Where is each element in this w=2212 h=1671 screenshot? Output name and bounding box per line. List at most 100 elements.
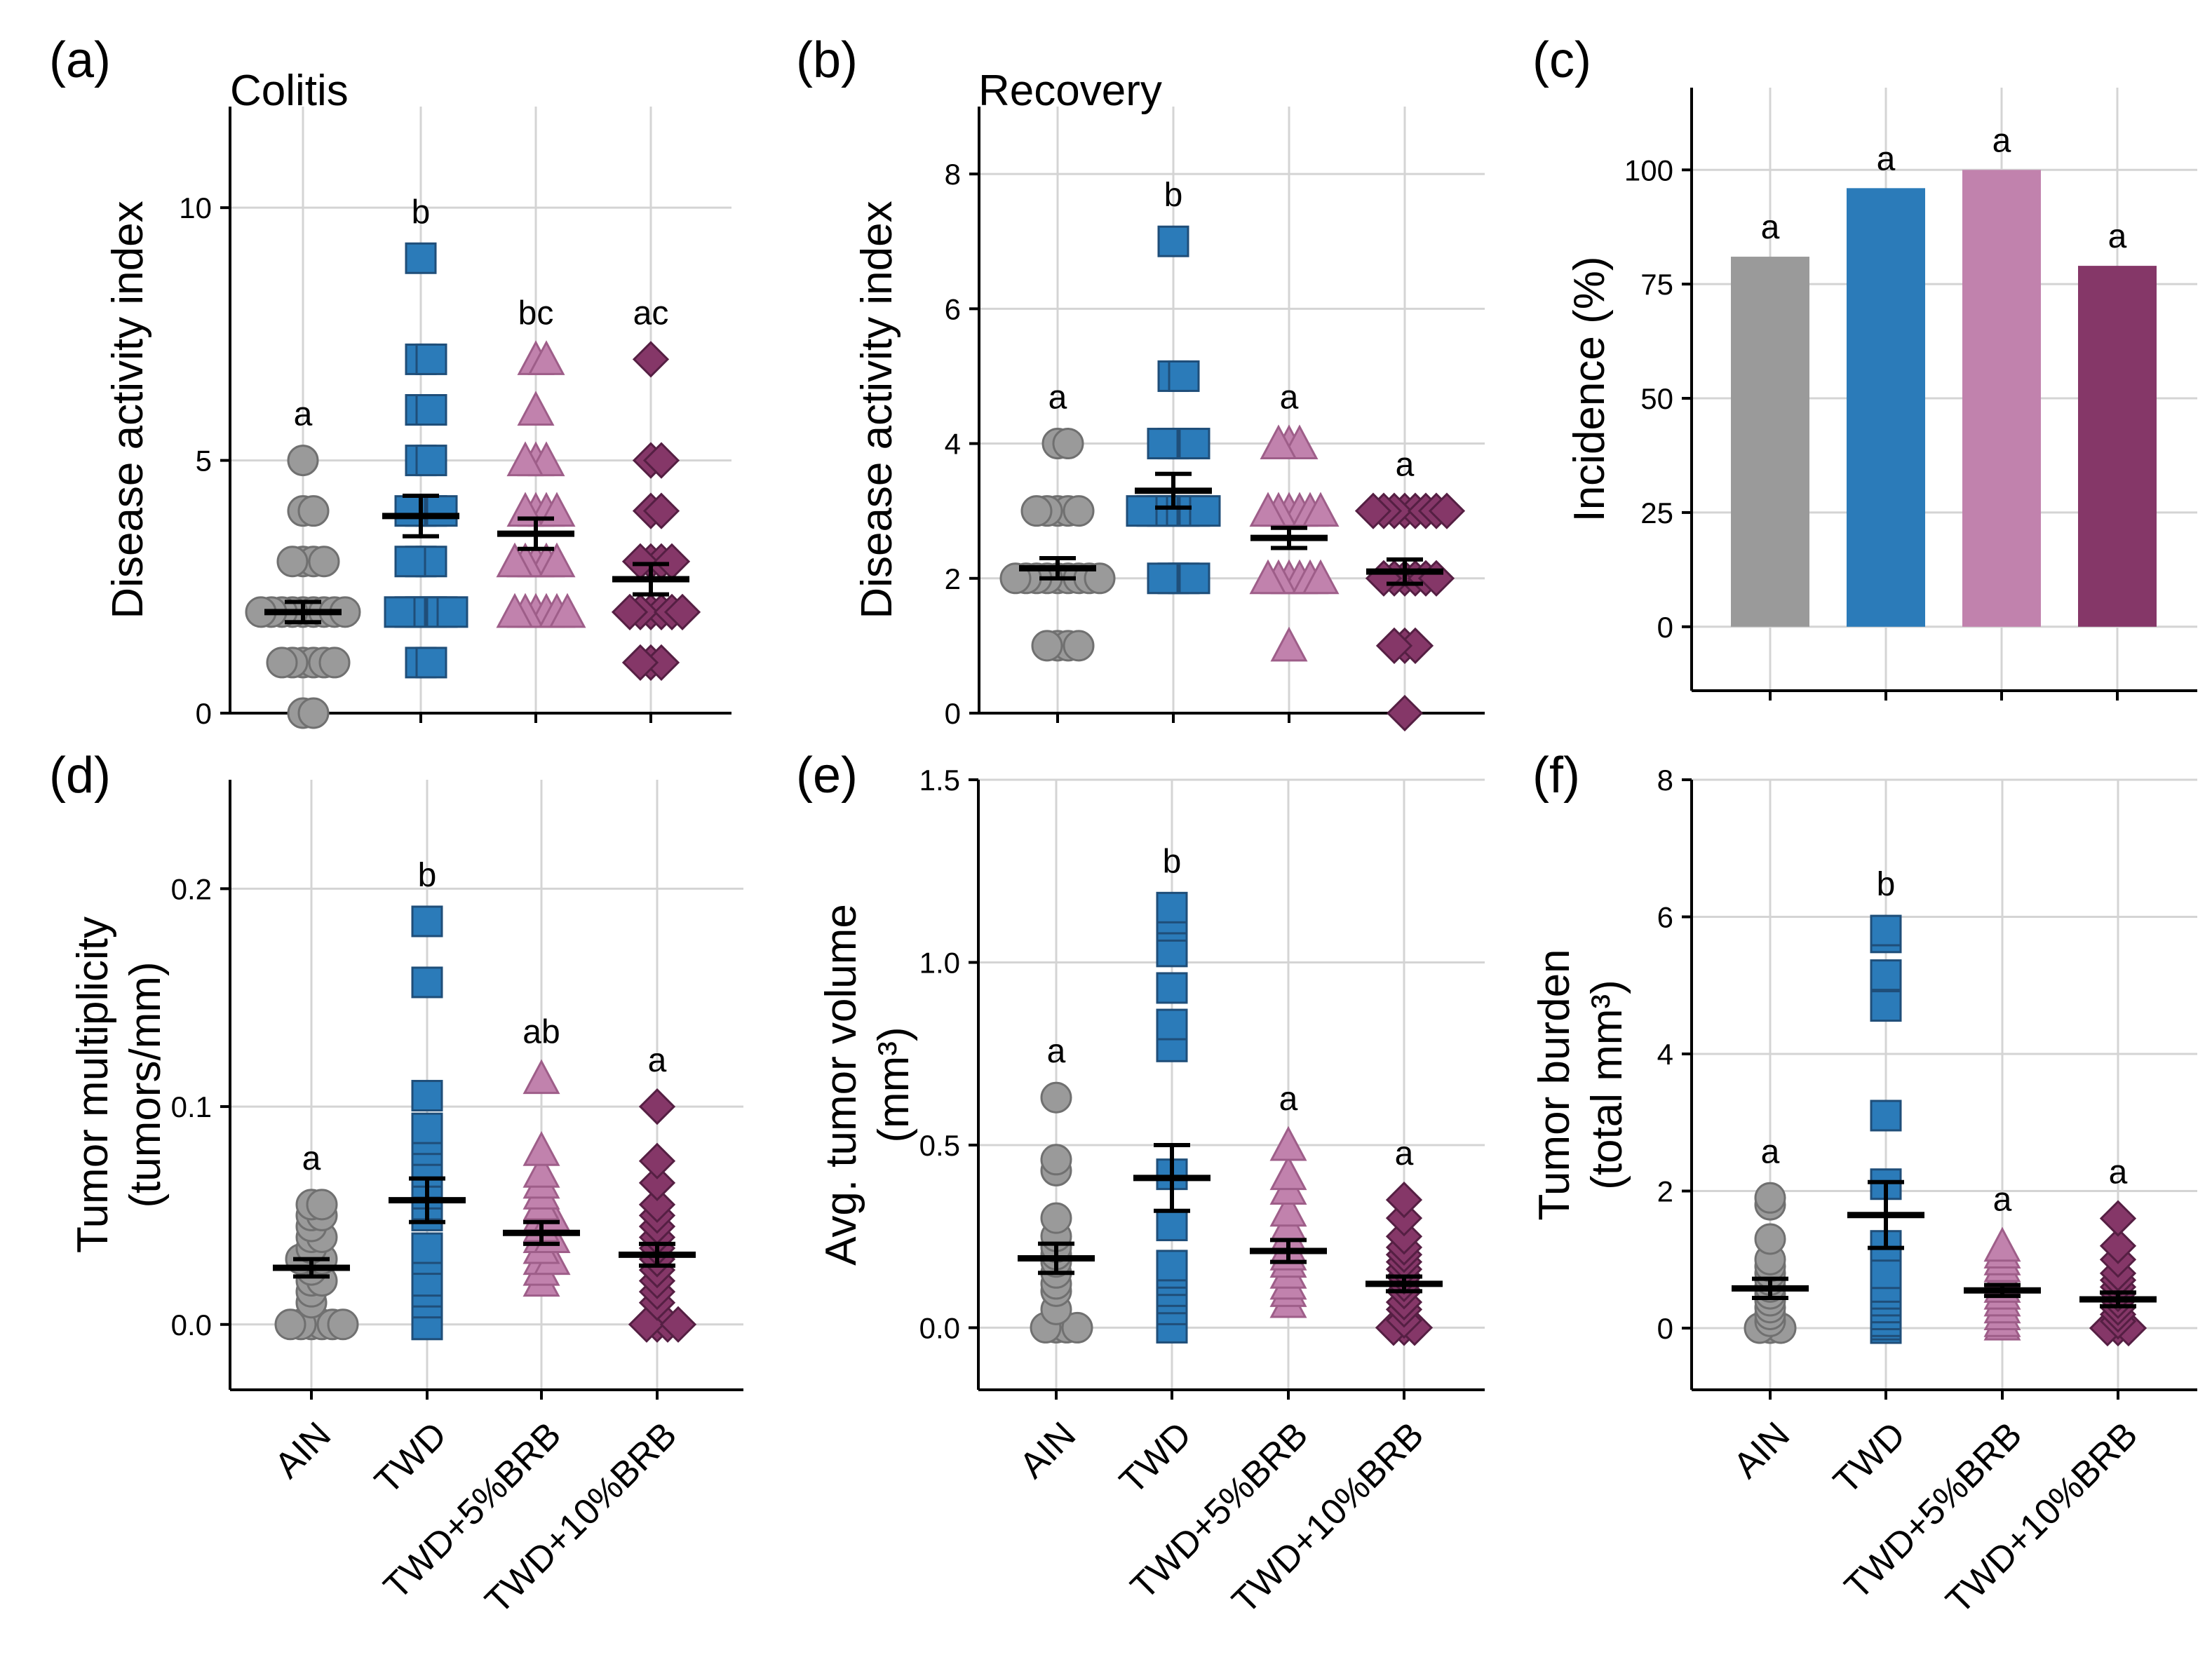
point-twd5: [1269, 1155, 1307, 1191]
point-twd: [1178, 428, 1210, 460]
x-tick-label: TWD: [1826, 1414, 1913, 1502]
point-twd5: [1302, 492, 1340, 527]
point-twd: [405, 242, 437, 274]
significance-label: b: [412, 194, 431, 231]
y-tick-label: 50: [1640, 382, 1673, 415]
point-ain: [306, 1189, 338, 1221]
y-tick-label: 2: [1657, 1175, 1673, 1208]
point-ain: [1754, 1223, 1786, 1255]
point-twd: [384, 596, 416, 628]
y-tick-label: 5: [196, 445, 212, 478]
point-twd10: [1386, 694, 1424, 732]
significance-label: a: [1992, 122, 2011, 159]
point-twd: [1156, 1210, 1188, 1242]
point-twd5: [527, 340, 565, 375]
y-tick-label: 1.5: [919, 764, 960, 797]
y-tick-label: 0: [196, 697, 212, 730]
y-tick-label: 4: [1657, 1038, 1673, 1071]
point-twd: [1870, 1100, 1902, 1132]
point-twd: [426, 495, 458, 527]
point-twd5: [506, 441, 544, 477]
point-twd: [1157, 225, 1189, 257]
point-ain: [1031, 630, 1063, 662]
y-tick-label: 0.1: [171, 1090, 212, 1123]
point-twd: [1870, 914, 1902, 947]
significance-label: b: [1877, 866, 1896, 903]
panel-label: (c): [1532, 32, 1591, 88]
point-ain: [1063, 630, 1095, 662]
bar-ain: [1731, 257, 1809, 627]
y-tick-label: 75: [1640, 268, 1673, 301]
panel-a: 0 5 10 Disease activity index (a) Colitis a b bc…: [49, 32, 731, 730]
point-twd: [415, 394, 447, 426]
point-twd5: [548, 593, 586, 628]
point-twd5: [1249, 492, 1287, 527]
point-twd: [415, 445, 447, 477]
point-twd10: [1385, 1181, 1423, 1219]
point-twd10: [1354, 492, 1392, 529]
point-twd10: [1428, 492, 1466, 529]
point-ain: [266, 647, 298, 679]
y-tick-label: 6: [1657, 901, 1673, 934]
panel-label: (e): [796, 747, 858, 804]
point-twd5: [1269, 1191, 1307, 1227]
y-tick-label: 4: [945, 428, 961, 461]
point-ain: [1040, 1202, 1072, 1234]
point-twd5: [496, 593, 534, 628]
point-twd10: [638, 1088, 676, 1125]
y-tick-label: 100: [1624, 154, 1673, 187]
y-tick-label: 0.0: [919, 1311, 960, 1344]
point-twd: [411, 1112, 443, 1144]
point-twd10: [632, 341, 670, 378]
point-twd10: [1375, 627, 1413, 665]
point-ain: [327, 1308, 359, 1341]
significance-label: a: [2109, 1154, 2128, 1191]
y-tick-label: 0: [1657, 1312, 1673, 1345]
y-tick-label: 6: [945, 292, 961, 325]
point-twd: [436, 596, 468, 628]
point-twd5: [538, 542, 576, 578]
point-twd: [415, 647, 447, 679]
x-tick-label: TWD: [367, 1414, 454, 1502]
y-tick-label: 0: [1657, 611, 1673, 644]
point-ain: [308, 546, 340, 578]
point-twd: [1189, 495, 1221, 527]
significance-label: a: [1395, 1135, 1414, 1172]
point-ain: [1061, 1311, 1093, 1344]
y-axis-title-units: (total mm³): [1583, 980, 1631, 1190]
point-twd: [1147, 562, 1179, 595]
point-ain: [318, 647, 351, 679]
x-tick-label: AIN: [267, 1414, 339, 1486]
point-twd5: [522, 1153, 560, 1188]
panel-label: (a): [49, 32, 111, 88]
significance-label: a: [294, 396, 313, 433]
point-twd5: [517, 391, 555, 426]
point-twd: [1156, 1008, 1188, 1041]
point-twd10: [2099, 1200, 2137, 1237]
point-ain: [297, 495, 330, 527]
panel-e: 0.0 0.5 1.0 1.5 Avg. tumor volume (mm³) (e) a b a…: [796, 747, 1485, 1622]
significance-label: a: [2108, 218, 2127, 255]
significance-label: a: [1877, 140, 1896, 177]
y-axis-title: Avg. tumor volume: [817, 904, 865, 1266]
panel-label: (b): [796, 32, 858, 88]
point-twd10: [642, 492, 680, 529]
point-twd10: [638, 1142, 676, 1179]
point-twd5: [1269, 1125, 1307, 1161]
bar-twd: [1847, 188, 1925, 627]
y-axis-title: Tumor multiplicity: [69, 916, 117, 1253]
point-ain: [274, 1308, 306, 1341]
x-tick-label: AIN: [1726, 1414, 1798, 1486]
significance-label: b: [1164, 177, 1183, 214]
x-tick-label: TWD: [1112, 1414, 1199, 1502]
bar-twd5: [1962, 170, 2041, 627]
point-twd: [415, 343, 447, 375]
x-tick-label: AIN: [1012, 1414, 1084, 1486]
point-twd10: [638, 1164, 676, 1201]
point-twd5: [1983, 1226, 2021, 1262]
y-axis-title-units: (mm³): [870, 1027, 918, 1142]
point-ain: [1040, 1144, 1072, 1176]
point-twd: [411, 966, 443, 999]
panel-label: (f): [1532, 747, 1580, 804]
panel-d: 0.0 0.1 0.2 Tumor multiplicity (tumors/mm) (d…: [49, 747, 743, 1622]
